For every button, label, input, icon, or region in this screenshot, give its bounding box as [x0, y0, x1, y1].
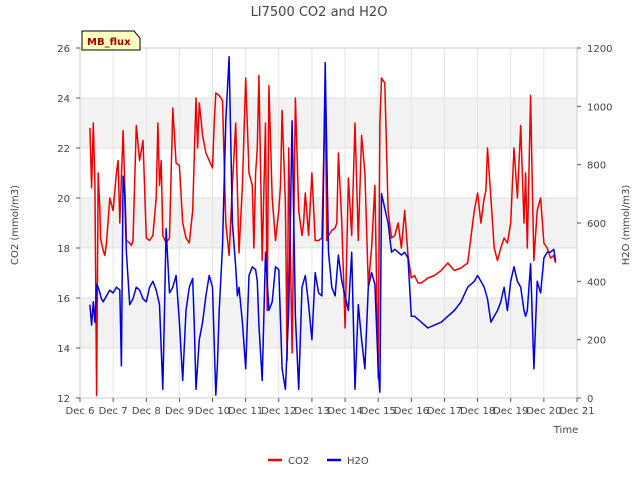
badge-label: MB_flux [87, 37, 131, 48]
badge-box [81, 30, 141, 51]
x-tick-label: Dec 18 [460, 406, 495, 417]
y-axis-label-right: H2O (mmol/m3) [621, 185, 632, 266]
y-tick-label-left: 26 [57, 44, 70, 55]
y-tick-label-left: 24 [57, 94, 70, 105]
y-tick-label-right: 800 [587, 161, 606, 172]
x-tick-label: Dec 11 [228, 406, 263, 417]
y-axis-left: 12 14 16 18 20 22 24 26 [57, 44, 80, 405]
y-axis-right: 0 200 400 600 800 1000 1200 [577, 44, 612, 405]
y-tick-label-right: 600 [587, 219, 606, 230]
legend-label-co2: CO2 [288, 456, 309, 467]
x-tick-label: Dec 17 [427, 406, 462, 417]
x-tick-label: Dec 14 [327, 406, 362, 417]
y-tick-label-left: 14 [57, 344, 70, 355]
x-tick-label: Dec 10 [195, 406, 230, 417]
series-line-h2o [89, 56, 557, 396]
y-tick-label-left: 16 [57, 294, 70, 305]
y-tick-label-left: 18 [57, 244, 70, 255]
x-tick-label: Dec 15 [361, 406, 396, 417]
series-layer [89, 56, 557, 397]
y-tick-label-left: 20 [57, 194, 70, 205]
y-tick-label-left: 12 [57, 394, 70, 405]
x-tick-label: Dec 20 [526, 406, 561, 417]
x-tick-label: Dec 16 [394, 406, 429, 417]
chart-title: LI7500 CO2 and H2O [251, 5, 388, 20]
plot-band [80, 298, 577, 348]
badge: MB_flux [81, 30, 141, 51]
x-tick-label: Dec 7 [99, 406, 128, 417]
x-tick-label: Dec 13 [294, 406, 329, 417]
legend: CO2 H2O [268, 456, 369, 467]
legend-label-h2o: H2O [347, 456, 369, 467]
plot-band [80, 98, 577, 148]
x-tick-label: Dec 19 [493, 406, 528, 417]
y-tick-label-right: 400 [587, 277, 606, 288]
x-tick-label: Dec 6 [66, 406, 95, 417]
y-axis-label-left: CO2 (mmol/m3) [10, 185, 21, 265]
y-tick-label-right: 0 [587, 394, 593, 405]
y-tick-label-left: 22 [57, 144, 70, 155]
x-tick-label: Dec 9 [165, 406, 194, 417]
y-tick-label-right: 1000 [587, 102, 612, 113]
x-tick-label: Dec 21 [559, 406, 594, 417]
y-tick-label-right: 1200 [587, 44, 612, 55]
x-tick-label: Dec 8 [132, 406, 161, 417]
x-tick-label: Dec 12 [261, 406, 296, 417]
y-tick-label-right: 200 [587, 336, 606, 347]
x-axis-label: Time [553, 425, 578, 436]
